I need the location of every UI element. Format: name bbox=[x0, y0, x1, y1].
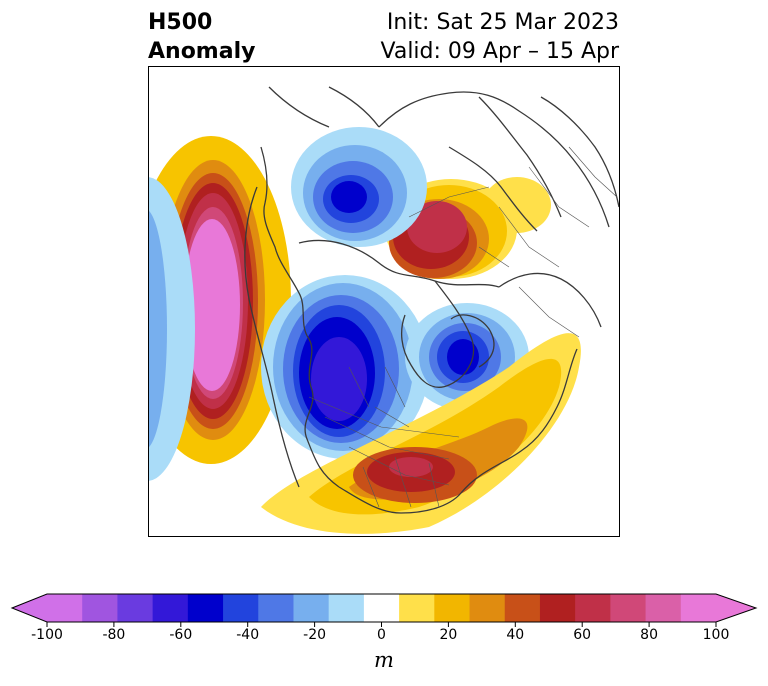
colorbar-tick-label: 60 bbox=[573, 627, 592, 643]
colorbar-bin bbox=[399, 594, 435, 622]
colorbar-tick-label: 20 bbox=[439, 627, 458, 643]
field-type: Anomaly bbox=[148, 39, 256, 64]
colorbar-bin bbox=[117, 594, 154, 622]
colorbar-bin bbox=[187, 594, 224, 622]
colorbar-bin bbox=[82, 594, 118, 622]
colorbar-bin bbox=[223, 594, 259, 622]
colorbar-bin bbox=[363, 594, 400, 622]
barents-ridge bbox=[385, 177, 551, 279]
anomaly-map bbox=[148, 66, 620, 537]
colorbar-unit: m bbox=[374, 648, 394, 672]
far-west-trough bbox=[149, 177, 195, 481]
colorbar-bin bbox=[610, 594, 647, 622]
colorbar-tick-label: -80 bbox=[102, 627, 126, 643]
siberian-trough bbox=[291, 127, 427, 247]
colorbar-bin bbox=[469, 594, 506, 622]
valid-range: Valid: 09 Apr – 15 Apr bbox=[380, 39, 620, 64]
anomaly-contours bbox=[149, 127, 581, 534]
variable-name: H500 bbox=[148, 10, 213, 35]
colorbar-tick-label: -60 bbox=[169, 627, 193, 643]
colorbar-bin bbox=[645, 594, 682, 622]
colorbar-tick-label: -100 bbox=[31, 627, 63, 643]
colorbar-tick-label: 40 bbox=[506, 627, 525, 643]
atlantic-ridge bbox=[261, 333, 581, 534]
colorbar-tick-label: 100 bbox=[702, 627, 730, 643]
colorbar-bin bbox=[434, 594, 471, 622]
colorbar-bin bbox=[152, 594, 189, 622]
title-left: H500 Anomaly bbox=[148, 8, 255, 66]
colorbar-bin bbox=[293, 594, 330, 622]
title-right: Init: Sat 25 Mar 2023 Valid: 09 Apr – 15… bbox=[381, 8, 620, 66]
colorbar-tick-label: -20 bbox=[303, 627, 327, 643]
colorbar-tick-label: 80 bbox=[640, 627, 659, 643]
extend-min-triangle bbox=[12, 594, 47, 622]
borders bbox=[308, 146, 618, 508]
coastlines bbox=[244, 86, 619, 514]
colorbar-bin bbox=[258, 594, 294, 622]
colorbar-bin bbox=[47, 594, 83, 622]
colorbar-graphic bbox=[10, 593, 758, 627]
colorbar-bin bbox=[504, 594, 541, 622]
colorbar-bin bbox=[328, 594, 365, 622]
colorbar-bin bbox=[680, 594, 717, 622]
extend-max-triangle bbox=[716, 594, 756, 622]
colorbar-bin bbox=[575, 594, 611, 622]
colorbar-tick-label: 0 bbox=[377, 627, 386, 643]
colorbar-ticks: -100 -80 -60 -40 -20 0 20 40 60 80 100 bbox=[0, 627, 768, 647]
colorbar bbox=[10, 590, 758, 632]
colorbar-tick-label: -40 bbox=[236, 627, 260, 643]
colorbar-bin bbox=[539, 594, 576, 622]
init-date: Init: Sat 25 Mar 2023 bbox=[386, 10, 619, 35]
